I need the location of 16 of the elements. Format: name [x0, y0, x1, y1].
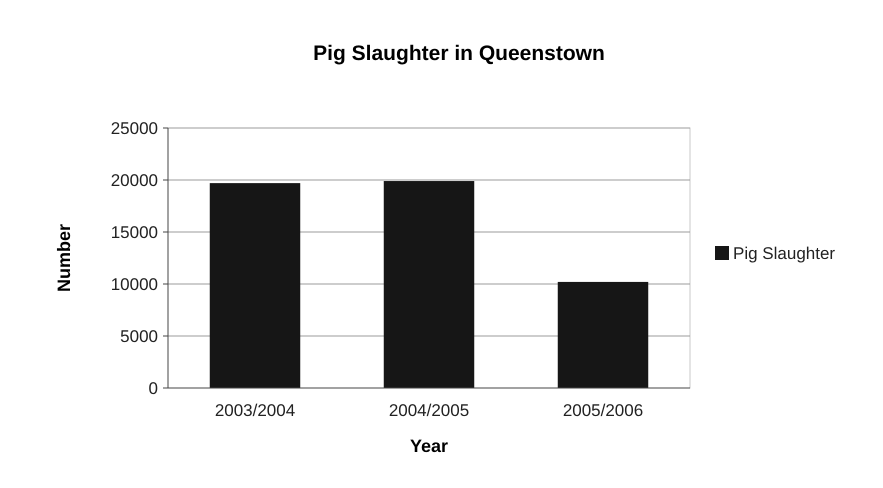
legend-label: Pig Slaughter [733, 244, 836, 263]
y-tick-label: 15000 [110, 222, 158, 242]
y-tick-label: 0 [148, 378, 158, 398]
chart-title: Pig Slaughter in Queenstown [313, 42, 605, 65]
bar [384, 181, 474, 388]
y-tick-label: 5000 [120, 326, 158, 346]
x-tick-label: 2005/2006 [562, 401, 644, 420]
y-axis-title: Number [54, 224, 74, 292]
bar [210, 183, 300, 388]
y-tick-label: 20000 [110, 170, 158, 190]
bar [558, 282, 648, 388]
x-tick-label: 2004/2005 [388, 401, 470, 420]
y-tick-label: 10000 [110, 274, 158, 294]
x-axis-title: Year [410, 436, 448, 456]
y-tick-label: 25000 [110, 118, 158, 138]
x-tick-label: 2003/2004 [214, 401, 296, 420]
